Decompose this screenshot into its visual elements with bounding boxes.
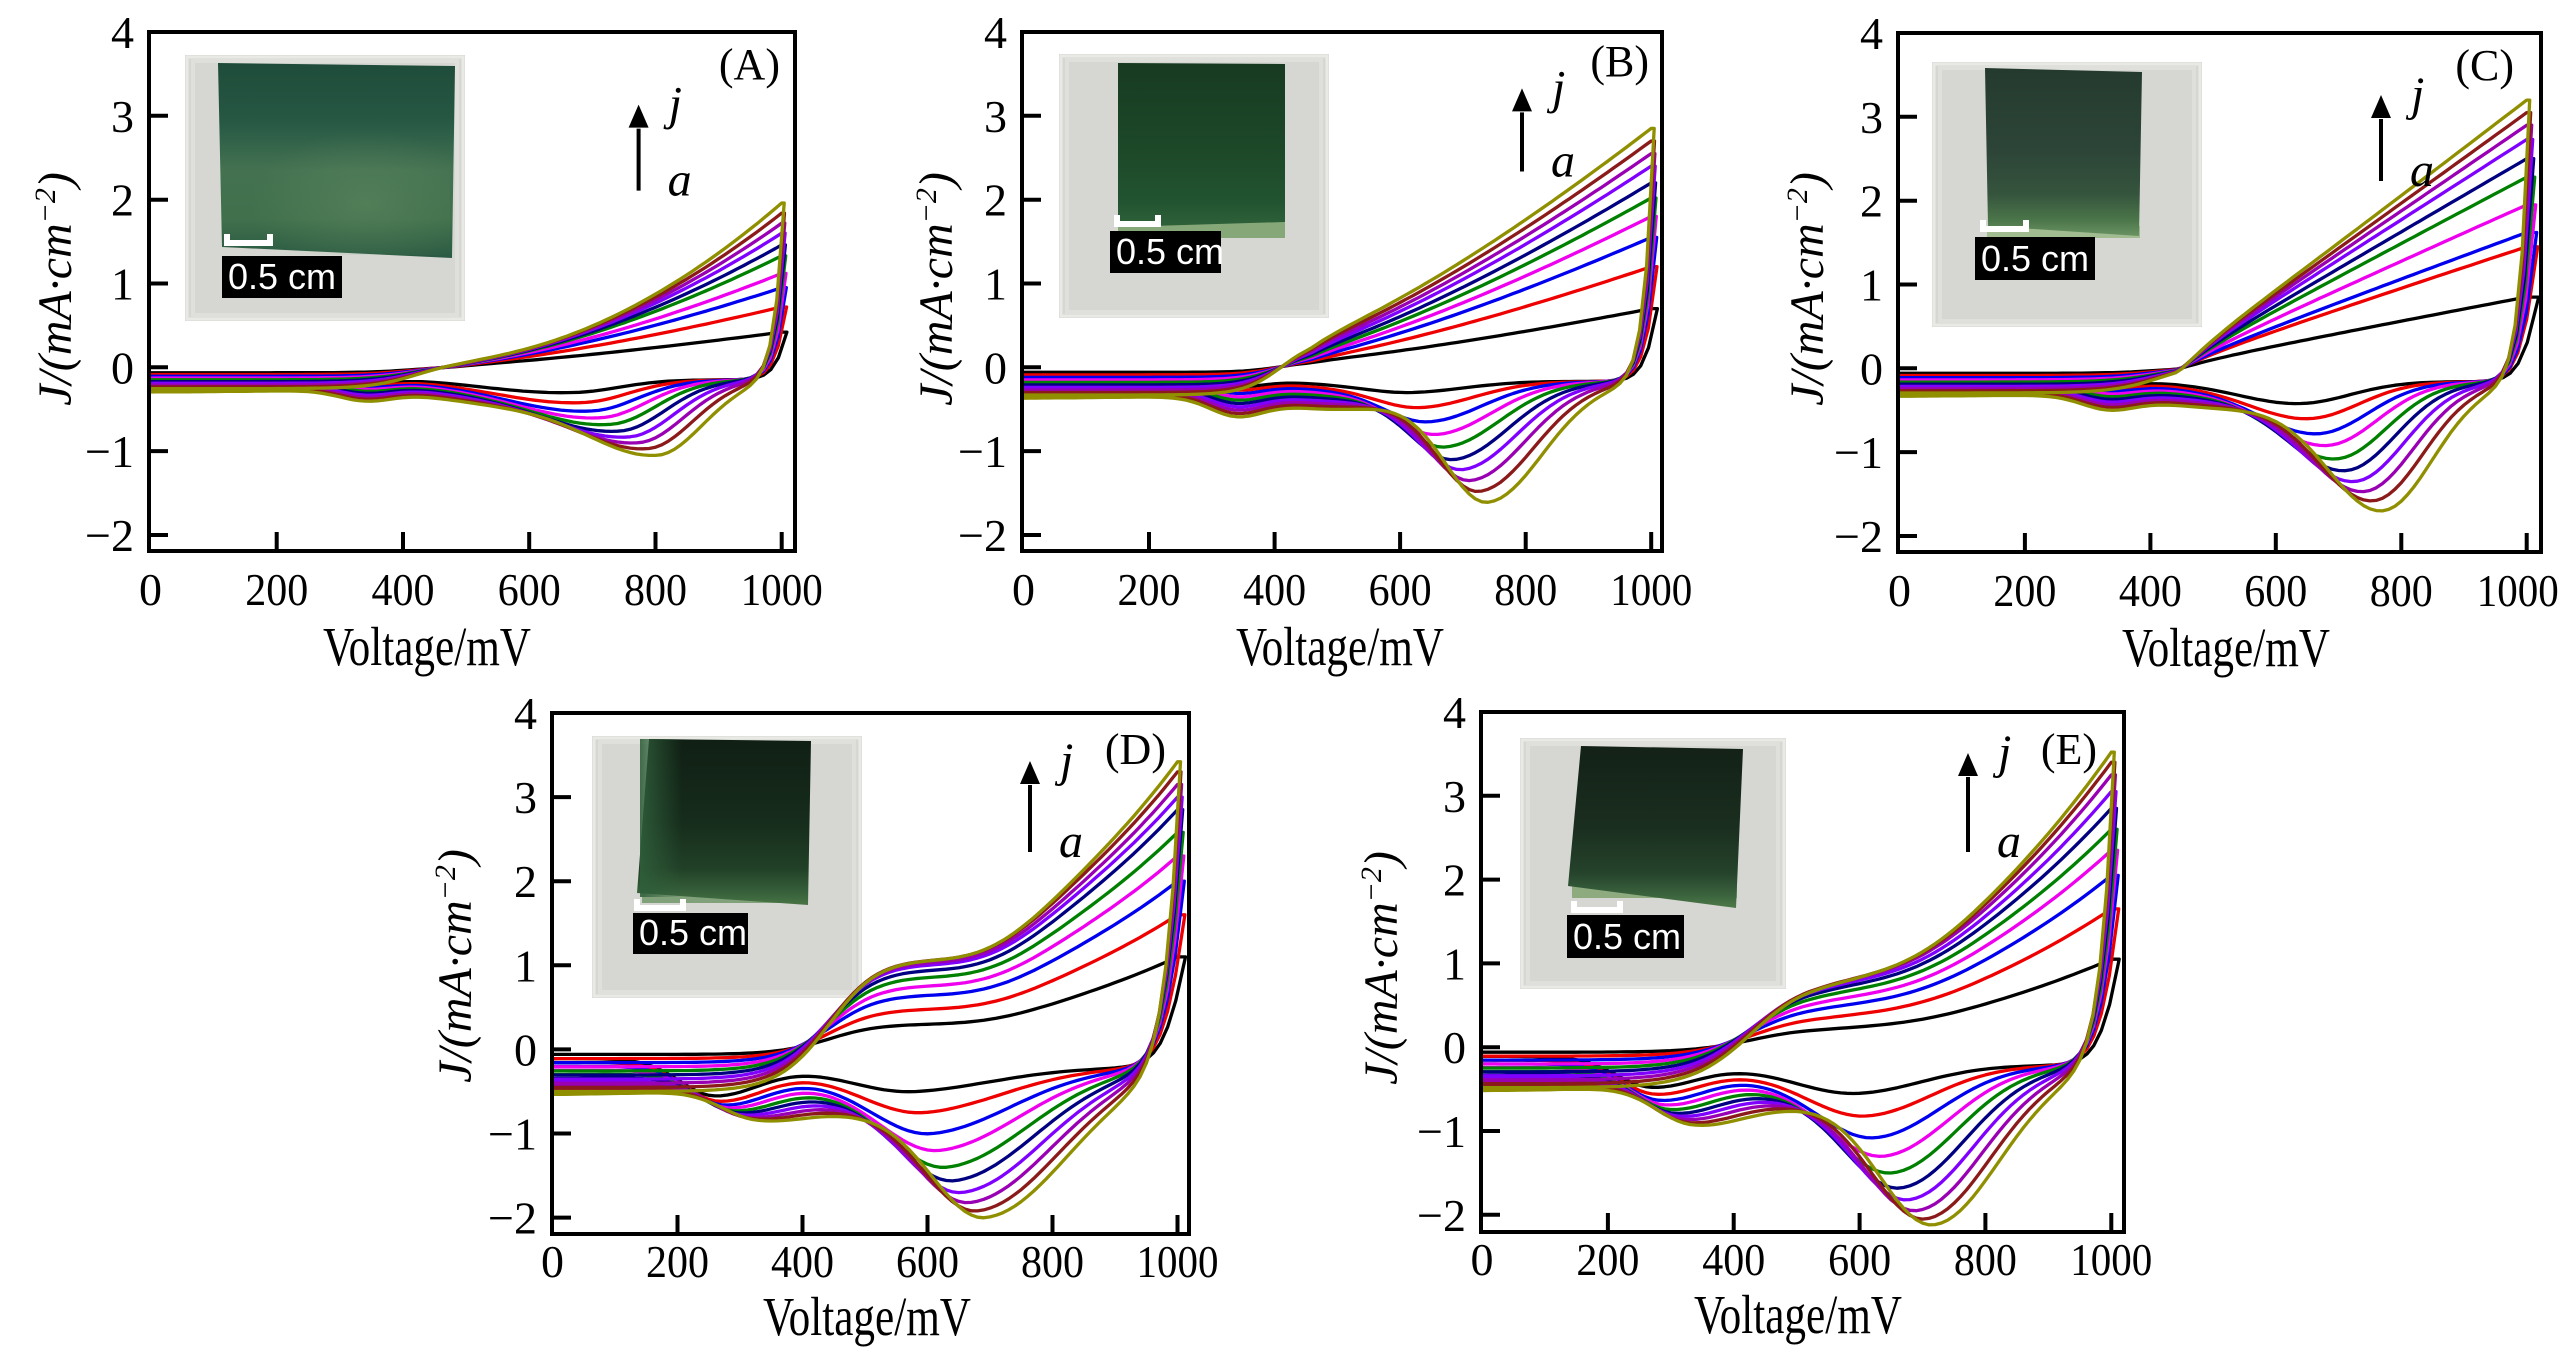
svg-text:−1: −1 bbox=[1834, 427, 1883, 478]
svg-text:800: 800 bbox=[624, 564, 687, 615]
svg-text:(C): (C) bbox=[2455, 41, 2514, 90]
svg-text:0.5 cm: 0.5 cm bbox=[1116, 231, 1224, 272]
svg-text:−1: −1 bbox=[488, 1109, 537, 1160]
svg-text:1: 1 bbox=[111, 259, 134, 310]
svg-text:200: 200 bbox=[1576, 1234, 1639, 1285]
svg-text:3: 3 bbox=[1443, 771, 1466, 822]
svg-text:2: 2 bbox=[984, 175, 1007, 226]
svg-text:Voltage/mV: Voltage/mV bbox=[1236, 616, 1444, 677]
svg-text:0: 0 bbox=[111, 342, 134, 393]
svg-text:(E): (E) bbox=[2041, 725, 2097, 774]
svg-text:200: 200 bbox=[1118, 564, 1181, 615]
svg-text:1: 1 bbox=[1443, 938, 1466, 989]
svg-text:−1: −1 bbox=[1417, 1106, 1466, 1157]
svg-text:600: 600 bbox=[2244, 565, 2307, 616]
svg-text:600: 600 bbox=[1369, 564, 1432, 615]
svg-text:a: a bbox=[1997, 815, 2021, 868]
svg-text:200: 200 bbox=[646, 1236, 709, 1287]
svg-text:3: 3 bbox=[514, 772, 537, 823]
svg-text:J/(mA·cm−2): J/(mA·cm−2) bbox=[29, 172, 82, 406]
svg-text:0.5 cm: 0.5 cm bbox=[1573, 916, 1681, 957]
svg-text:400: 400 bbox=[372, 564, 435, 615]
svg-text:−2: −2 bbox=[488, 1193, 537, 1244]
svg-text:0: 0 bbox=[1443, 1022, 1466, 1073]
svg-text:0.5 cm: 0.5 cm bbox=[1981, 238, 2089, 279]
svg-text:3: 3 bbox=[111, 91, 134, 142]
svg-text:800: 800 bbox=[1494, 564, 1557, 615]
svg-text:2: 2 bbox=[111, 175, 134, 226]
svg-text:1000: 1000 bbox=[2070, 1234, 2152, 1285]
svg-text:0: 0 bbox=[541, 1236, 564, 1287]
svg-text:0: 0 bbox=[1012, 564, 1035, 615]
svg-text:0: 0 bbox=[1471, 1234, 1494, 1285]
svg-text:4: 4 bbox=[514, 688, 537, 739]
svg-text:Voltage/mV: Voltage/mV bbox=[323, 616, 531, 677]
svg-text:800: 800 bbox=[2370, 565, 2433, 616]
svg-text:1000: 1000 bbox=[1610, 564, 1692, 615]
svg-text:1000: 1000 bbox=[2477, 565, 2559, 616]
svg-text:1000: 1000 bbox=[1137, 1236, 1219, 1287]
svg-text:200: 200 bbox=[1993, 565, 2056, 616]
svg-text:400: 400 bbox=[1702, 1234, 1765, 1285]
svg-text:0: 0 bbox=[1860, 343, 1883, 394]
svg-text:0.5 cm: 0.5 cm bbox=[639, 912, 747, 953]
svg-text:Voltage/mV: Voltage/mV bbox=[2122, 617, 2330, 678]
svg-text:0: 0 bbox=[514, 1024, 537, 1075]
svg-text:4: 4 bbox=[111, 7, 134, 58]
svg-text:200: 200 bbox=[245, 564, 308, 615]
svg-text:600: 600 bbox=[498, 564, 561, 615]
svg-text:0: 0 bbox=[984, 342, 1007, 393]
svg-text:−2: −2 bbox=[958, 510, 1007, 561]
svg-text:2: 2 bbox=[1860, 176, 1883, 227]
svg-text:4: 4 bbox=[1860, 8, 1883, 59]
svg-text:0: 0 bbox=[139, 564, 162, 615]
svg-text:−1: −1 bbox=[85, 426, 134, 477]
svg-text:a: a bbox=[1059, 815, 1083, 868]
svg-text:a: a bbox=[668, 154, 692, 207]
svg-text:−2: −2 bbox=[1834, 511, 1883, 562]
svg-text:−2: −2 bbox=[85, 510, 134, 561]
svg-text:800: 800 bbox=[1954, 1234, 2017, 1285]
svg-text:(D): (D) bbox=[1105, 725, 1166, 774]
svg-text:1: 1 bbox=[984, 259, 1007, 310]
svg-text:−2: −2 bbox=[1417, 1190, 1466, 1241]
svg-text:a: a bbox=[1551, 135, 1575, 188]
svg-text:0: 0 bbox=[1888, 565, 1911, 616]
svg-text:1: 1 bbox=[1860, 260, 1883, 311]
svg-text:a: a bbox=[2410, 144, 2434, 197]
svg-text:2: 2 bbox=[514, 856, 537, 907]
svg-text:(A): (A) bbox=[719, 40, 780, 89]
svg-text:4: 4 bbox=[1443, 687, 1466, 738]
svg-text:1000: 1000 bbox=[741, 564, 823, 615]
svg-text:3: 3 bbox=[984, 91, 1007, 142]
svg-text:400: 400 bbox=[771, 1236, 834, 1287]
svg-text:3: 3 bbox=[1860, 92, 1883, 143]
svg-text:Voltage/mV: Voltage/mV bbox=[763, 1286, 971, 1347]
svg-text:400: 400 bbox=[1243, 564, 1306, 615]
svg-text:400: 400 bbox=[2119, 565, 2182, 616]
svg-text:800: 800 bbox=[1021, 1236, 1084, 1287]
svg-text:2: 2 bbox=[1443, 855, 1466, 906]
svg-text:4: 4 bbox=[984, 7, 1007, 58]
svg-text:0.5 cm: 0.5 cm bbox=[228, 256, 336, 297]
svg-text:600: 600 bbox=[896, 1236, 959, 1287]
svg-text:600: 600 bbox=[1828, 1234, 1891, 1285]
svg-text:−1: −1 bbox=[958, 426, 1007, 477]
svg-text:Voltage/mV: Voltage/mV bbox=[1694, 1284, 1902, 1345]
svg-text:1: 1 bbox=[514, 940, 537, 991]
svg-text:(B): (B) bbox=[1590, 37, 1649, 86]
